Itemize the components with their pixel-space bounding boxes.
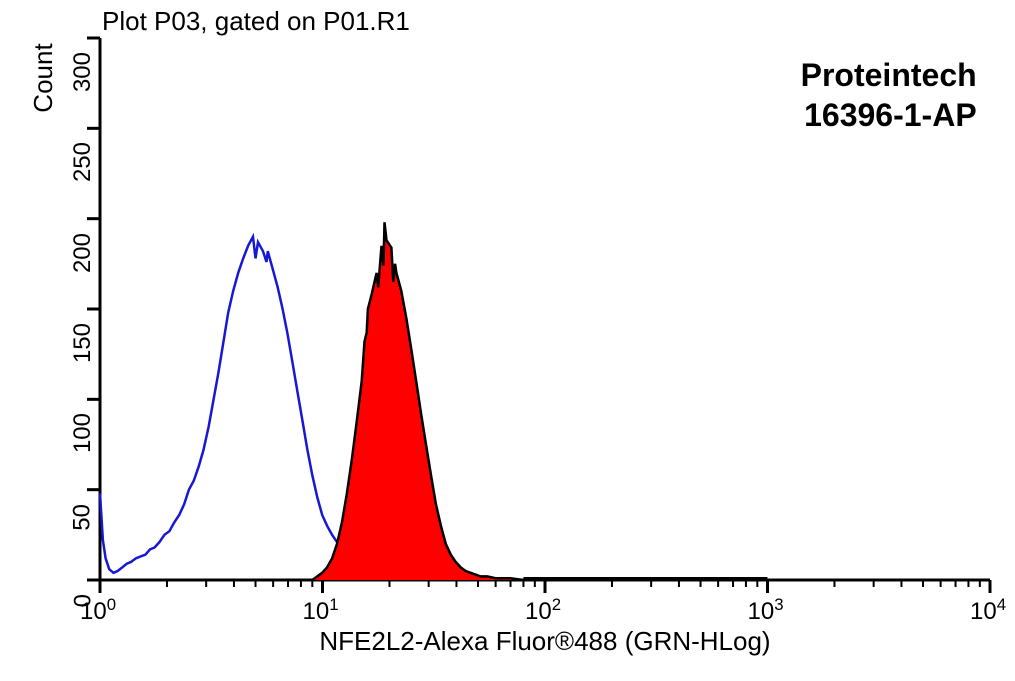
x-tick-label: 100 — [80, 595, 116, 626]
x-tick-label: 104 — [970, 595, 1006, 626]
y-tick-label: 200 — [69, 233, 97, 273]
x-tick-label: 103 — [748, 595, 784, 626]
y-tick-label: 100 — [69, 413, 97, 453]
y-tick-label: 300 — [69, 52, 97, 92]
y-tick-label: 250 — [69, 142, 97, 182]
x-tick-label: 101 — [303, 595, 339, 626]
y-tick-label: 50 — [69, 504, 97, 531]
chart-container: Plot P03, gated on P01.R1 Count NFE2L2-A… — [0, 0, 1015, 681]
x-tick-label: 102 — [525, 595, 561, 626]
y-tick-label: 150 — [69, 323, 97, 363]
plot-svg — [0, 0, 1015, 681]
